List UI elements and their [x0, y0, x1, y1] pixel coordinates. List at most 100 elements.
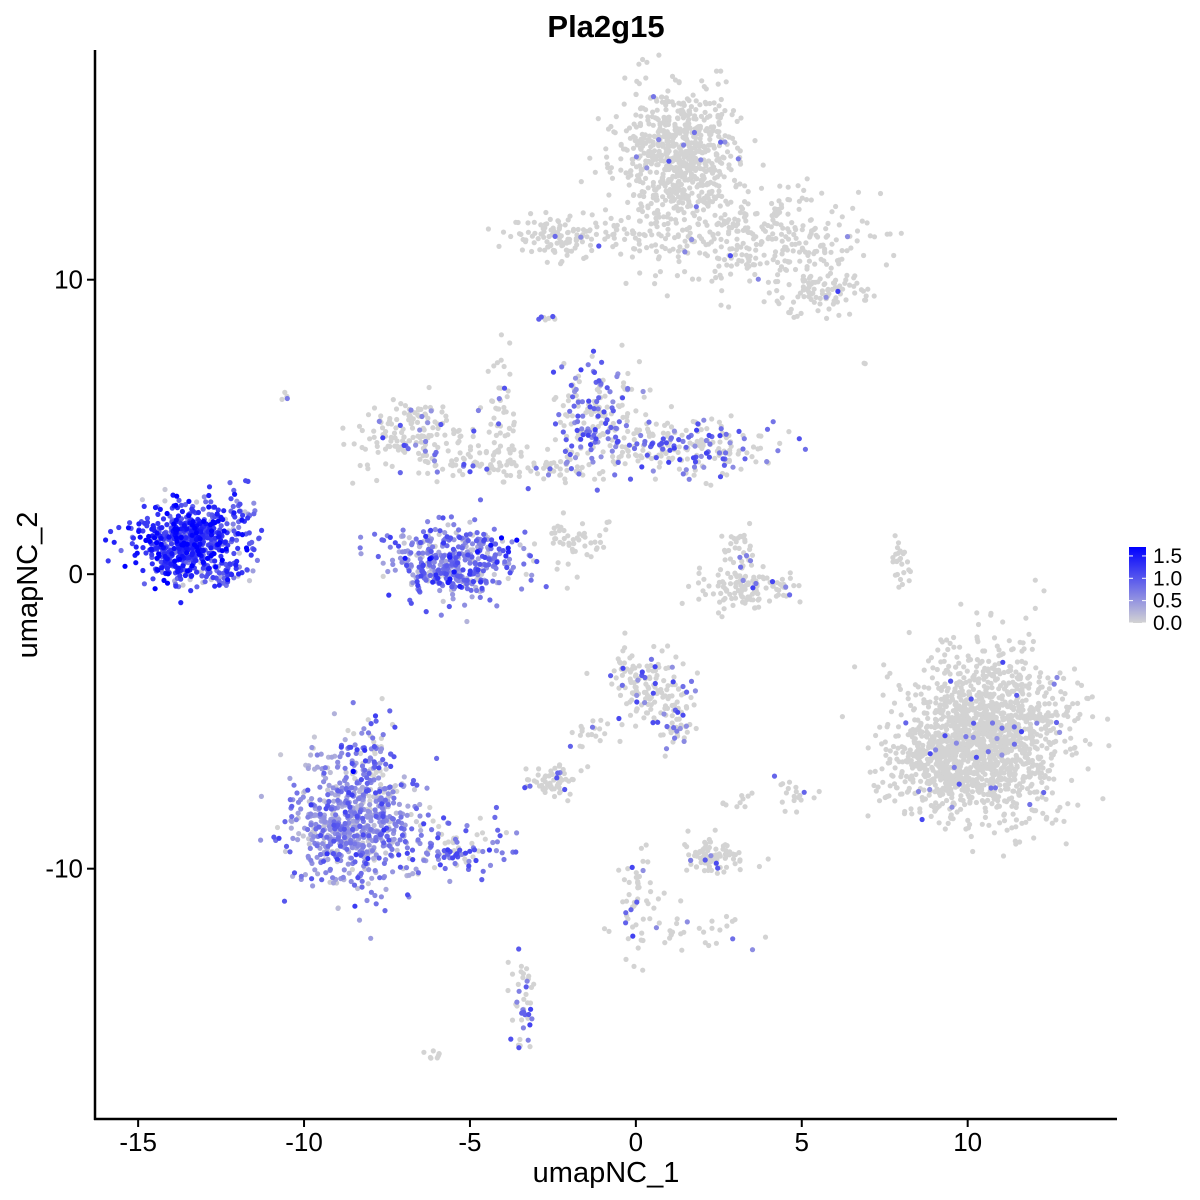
- cell-point: [1051, 776, 1057, 782]
- cell-point: [425, 459, 431, 466]
- cell-point: [1067, 746, 1073, 752]
- cell-point: [994, 676, 1001, 682]
- cell-point: [622, 461, 628, 467]
- cell-point: [488, 421, 494, 427]
- cell-point: [1073, 750, 1079, 756]
- cell-point: [274, 824, 281, 831]
- cell-point: [847, 311, 853, 317]
- cell-point: [652, 187, 658, 193]
- cell-point: [465, 451, 471, 457]
- cell-point: [520, 1025, 527, 1031]
- cell-point: [593, 546, 600, 552]
- cell-point: [1027, 721, 1034, 727]
- cell-point: [826, 306, 832, 312]
- cell-point: [1037, 674, 1043, 680]
- cell-point: [689, 190, 695, 196]
- cell-point: [570, 228, 576, 234]
- cell-point: [614, 227, 620, 233]
- cell-point: [631, 230, 637, 236]
- cell-point: [706, 583, 712, 589]
- cell-point: [862, 361, 868, 367]
- cell-point: [418, 406, 424, 412]
- cell-point: [440, 466, 446, 472]
- cell-point: [1045, 675, 1051, 681]
- cell-point: [745, 229, 752, 235]
- cell-point: [551, 468, 557, 474]
- cell-point: [560, 510, 567, 516]
- cell-point: [769, 213, 775, 219]
- cell-point: [582, 543, 588, 549]
- cell-point: [670, 182, 676, 188]
- cell-point: [139, 497, 145, 503]
- cell-point: [918, 778, 924, 784]
- cell-point: [525, 220, 531, 226]
- cell-point: [574, 232, 580, 238]
- cell-point: [653, 421, 659, 427]
- cell-point: [936, 740, 942, 746]
- cell-point: [639, 930, 645, 936]
- cell-point: [449, 458, 455, 464]
- cell-point: [769, 200, 775, 207]
- cell-point: [785, 226, 791, 232]
- cell-point: [358, 534, 364, 540]
- cell-point: [765, 279, 772, 285]
- cell-point: [772, 253, 778, 259]
- cell-point: [950, 756, 957, 762]
- cell-point: [575, 403, 581, 409]
- cell-point: [636, 241, 642, 247]
- cell-point: [1020, 742, 1026, 748]
- cell-point: [704, 426, 710, 432]
- cell-point: [431, 458, 438, 464]
- cell-point: [924, 710, 930, 716]
- cell-point: [602, 236, 608, 242]
- cell-point: [916, 753, 922, 759]
- cell-point: [719, 111, 725, 118]
- cell-point: [696, 596, 702, 602]
- cell-point: [696, 570, 702, 577]
- cell-point: [714, 221, 720, 228]
- cell-point: [669, 99, 675, 105]
- cell-point: [766, 598, 773, 604]
- cell-point: [404, 812, 410, 818]
- cell-point: [801, 294, 807, 300]
- cell-point: [443, 417, 450, 423]
- cell-point: [617, 692, 624, 699]
- cell-point: [817, 276, 823, 282]
- cell-point: [327, 769, 333, 776]
- cell-point: [400, 438, 406, 444]
- cell-point: [721, 597, 727, 603]
- cell-point: [624, 418, 630, 424]
- cell-point: [518, 963, 525, 969]
- cell-point: [898, 774, 904, 780]
- cell-point: [496, 243, 502, 249]
- cell-point: [606, 928, 612, 935]
- cell-point: [733, 247, 740, 253]
- cell-point: [402, 403, 408, 409]
- cell-point: [528, 211, 534, 217]
- cell-point: [643, 175, 649, 181]
- cell-point: [645, 185, 651, 191]
- cell-point: [621, 226, 627, 232]
- cell-point: [692, 113, 698, 119]
- cell-point: [580, 227, 587, 233]
- cell-point: [655, 896, 662, 902]
- cell-point: [681, 154, 687, 160]
- cell-point: [592, 169, 598, 175]
- cell-point: [713, 940, 720, 946]
- cell-point: [908, 702, 914, 709]
- cell-point: [661, 133, 667, 140]
- cell-point: [398, 401, 404, 407]
- cell-point: [646, 121, 652, 127]
- cell-point: [823, 294, 829, 300]
- cell-point: [808, 273, 814, 279]
- cell-point: [505, 388, 511, 394]
- cell-point: [879, 766, 885, 772]
- cell-point: [1087, 741, 1093, 747]
- cell-point: [697, 140, 704, 146]
- cell-point: [968, 683, 974, 689]
- cell-point: [686, 852, 692, 858]
- cell-point: [997, 683, 1004, 689]
- cell-point: [682, 177, 688, 183]
- cell-point: [634, 178, 640, 184]
- cell-point: [579, 521, 586, 527]
